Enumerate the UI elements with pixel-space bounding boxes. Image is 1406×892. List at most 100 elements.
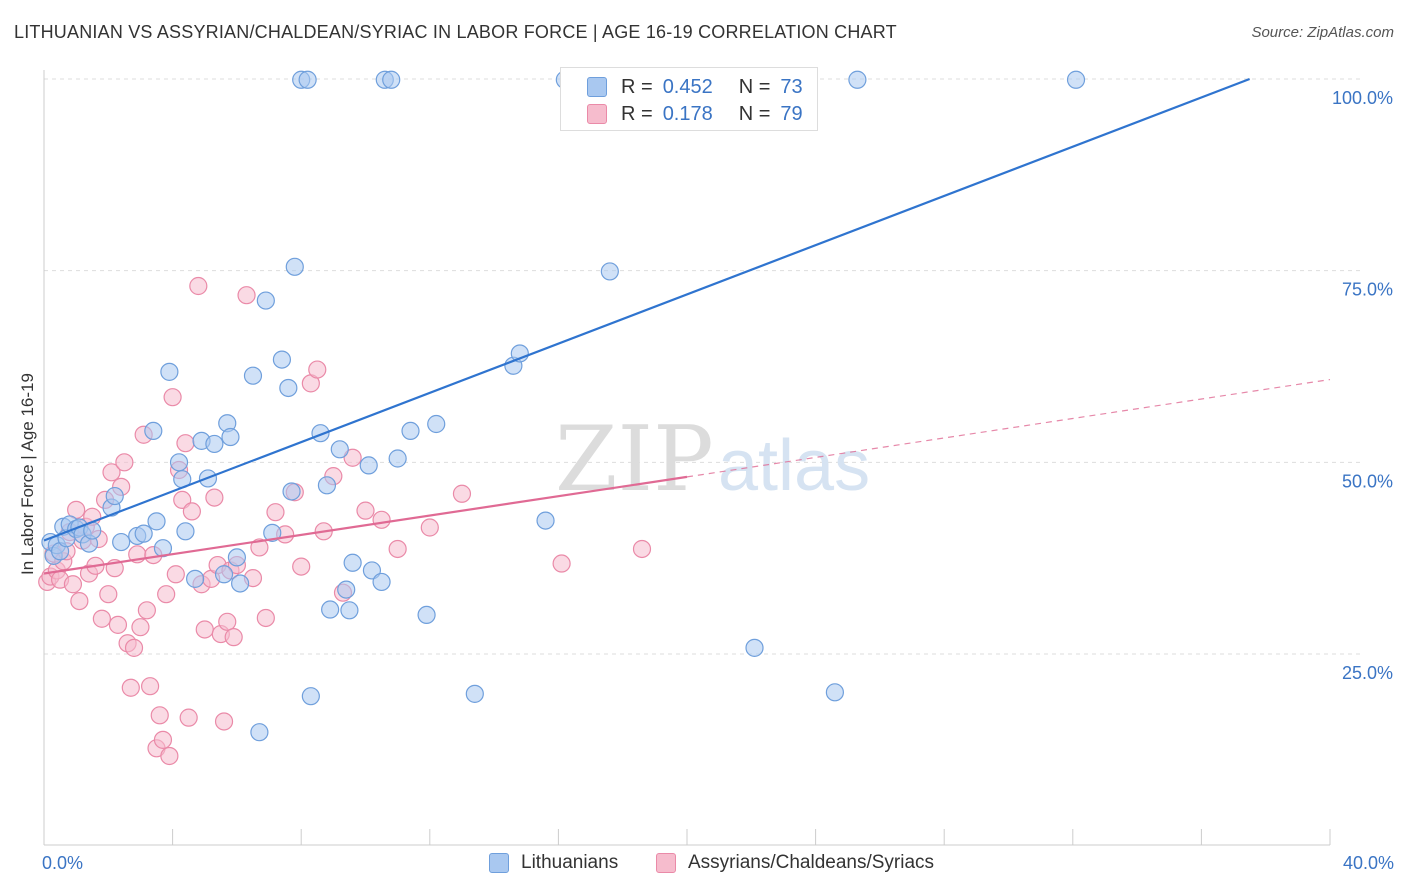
grid-lines [44,78,1360,655]
assyrians-point [182,502,201,521]
lithuanians-point [359,456,378,475]
lithuanians-point [221,427,240,447]
legend-label-assyrians: Assyrians/Chaldeans/Syriacs [688,852,935,873]
y-axis-label: In Labor Force | Age 16-19 [18,373,37,575]
assyrians-point [124,638,144,657]
legend-n-value: 73 [780,75,803,98]
lithuanians-point [243,366,263,385]
legend-label-lithuanians: Lithuanians [521,852,619,873]
lithuanians-point [147,512,166,531]
x-tick-label: 40.0% [1343,853,1394,873]
lithuanians-point [285,257,304,276]
legend-r-label: R = [621,102,653,125]
lithuanians-point [330,440,349,459]
lithuanians-point [340,601,359,620]
assyrians-point [420,518,439,537]
lithuanians-point [465,684,484,703]
assyrians-points [38,276,652,766]
lithuanians-point [745,638,764,657]
lithuanians-trend-line [43,77,1251,542]
lithuanians-point [250,723,269,742]
legend-r-value: 0.452 [662,75,713,98]
y-tick-label: 25.0% [1342,663,1393,683]
assyrians-point [356,501,375,520]
lithuanians-point [160,362,179,381]
lithuanians-point [343,553,362,572]
watermark-atlas: atlas [718,426,870,506]
legend-n-label: N = [738,102,771,125]
assyrians-point [150,706,169,725]
assyrians-point [250,538,269,557]
assyrians-point [237,286,256,305]
assyrians-point [452,484,472,503]
legend-n-label: N = [738,75,771,98]
assyrians-point [179,708,198,727]
legend-swatch-lithuanians [587,77,607,97]
chart-source: Source: ZipAtlas.com [1251,24,1394,41]
lithuanians-point [401,421,420,440]
lithuanians-point [105,486,124,506]
assyrians-point [160,746,179,766]
lithuanians-point [298,70,317,89]
assyrians-point [224,628,243,647]
lithuanians-point [227,548,246,567]
assyrians-point [292,557,311,576]
legend-swatch-assyrians [656,853,676,873]
lithuanians-point [214,565,234,584]
lithuanians-point [272,350,292,369]
chart-title: LITHUANIAN VS ASSYRIAN/CHALDEAN/SYRIAC I… [14,22,897,42]
lithuanians-point [372,572,391,592]
assyrians-point [140,677,160,696]
correlation-legend: R = 0.452 N = 73 R = 0.178 N = 79 [560,67,818,131]
assyrians-point [99,585,118,604]
legend-r-value: 0.178 [662,102,713,125]
trend-lines [43,77,1331,575]
assyrians-point [63,575,83,594]
lithuanians-point [176,522,195,541]
series-legend: Lithuanians Assyrians/Chaldeans/Syriacs [0,852,1406,878]
assyrians-point [195,620,214,639]
assyrians-point [176,434,195,453]
watermark-zip: ZIP [555,407,714,512]
tick-labels: 25.0% 50.0% 75.0% 100.0% 0.0% 40.0% [42,88,1394,873]
lithuanians-point [282,482,301,501]
legend-item-lithuanians[interactable]: Lithuanians [489,852,618,874]
lithuanians-point [134,524,153,543]
lithuanians-point [317,476,337,495]
assyrians-point [266,503,285,522]
y-tick-label: 100.0% [1332,88,1393,108]
assyrians-trend-extension [686,378,1331,478]
lithuanians-point [301,687,320,706]
legend-swatch-lithuanians [489,853,509,873]
lithuanians-point [231,574,250,593]
x-tick-label: 0.0% [42,853,83,873]
lithuanians-point [256,291,275,310]
assyrians-point [92,609,111,628]
lithuanians-point [388,449,407,468]
lithuanians-point [186,569,205,588]
assyrians-point [70,591,89,611]
lithuanians-point [536,511,555,530]
lithuanians-point [848,70,867,89]
legend-row-lithuanians: R = 0.452 N = 73 [587,75,803,99]
lithuanians-point [1066,70,1086,89]
assyrians-point [632,539,652,559]
assyrians-point [343,448,362,467]
assyrians-point [137,601,156,620]
assyrians-point [131,618,150,637]
assyrians-point [214,712,234,731]
legend-swatch-assyrians [587,104,607,124]
legend-r-label: R = [621,75,653,98]
assyrians-point [205,488,224,507]
assyrians-point [115,453,134,472]
lithuanians-point [205,434,224,454]
lithuanians-point [321,600,340,619]
legend-item-assyrians[interactable]: Assyrians/Chaldeans/Syriacs [656,852,934,874]
assyrians-point [157,585,176,604]
assyrians-point [372,510,391,529]
assyrians-point [108,615,128,634]
lithuanians-point [825,683,844,702]
assyrians-point [388,539,407,559]
assyrians-point [166,565,185,584]
